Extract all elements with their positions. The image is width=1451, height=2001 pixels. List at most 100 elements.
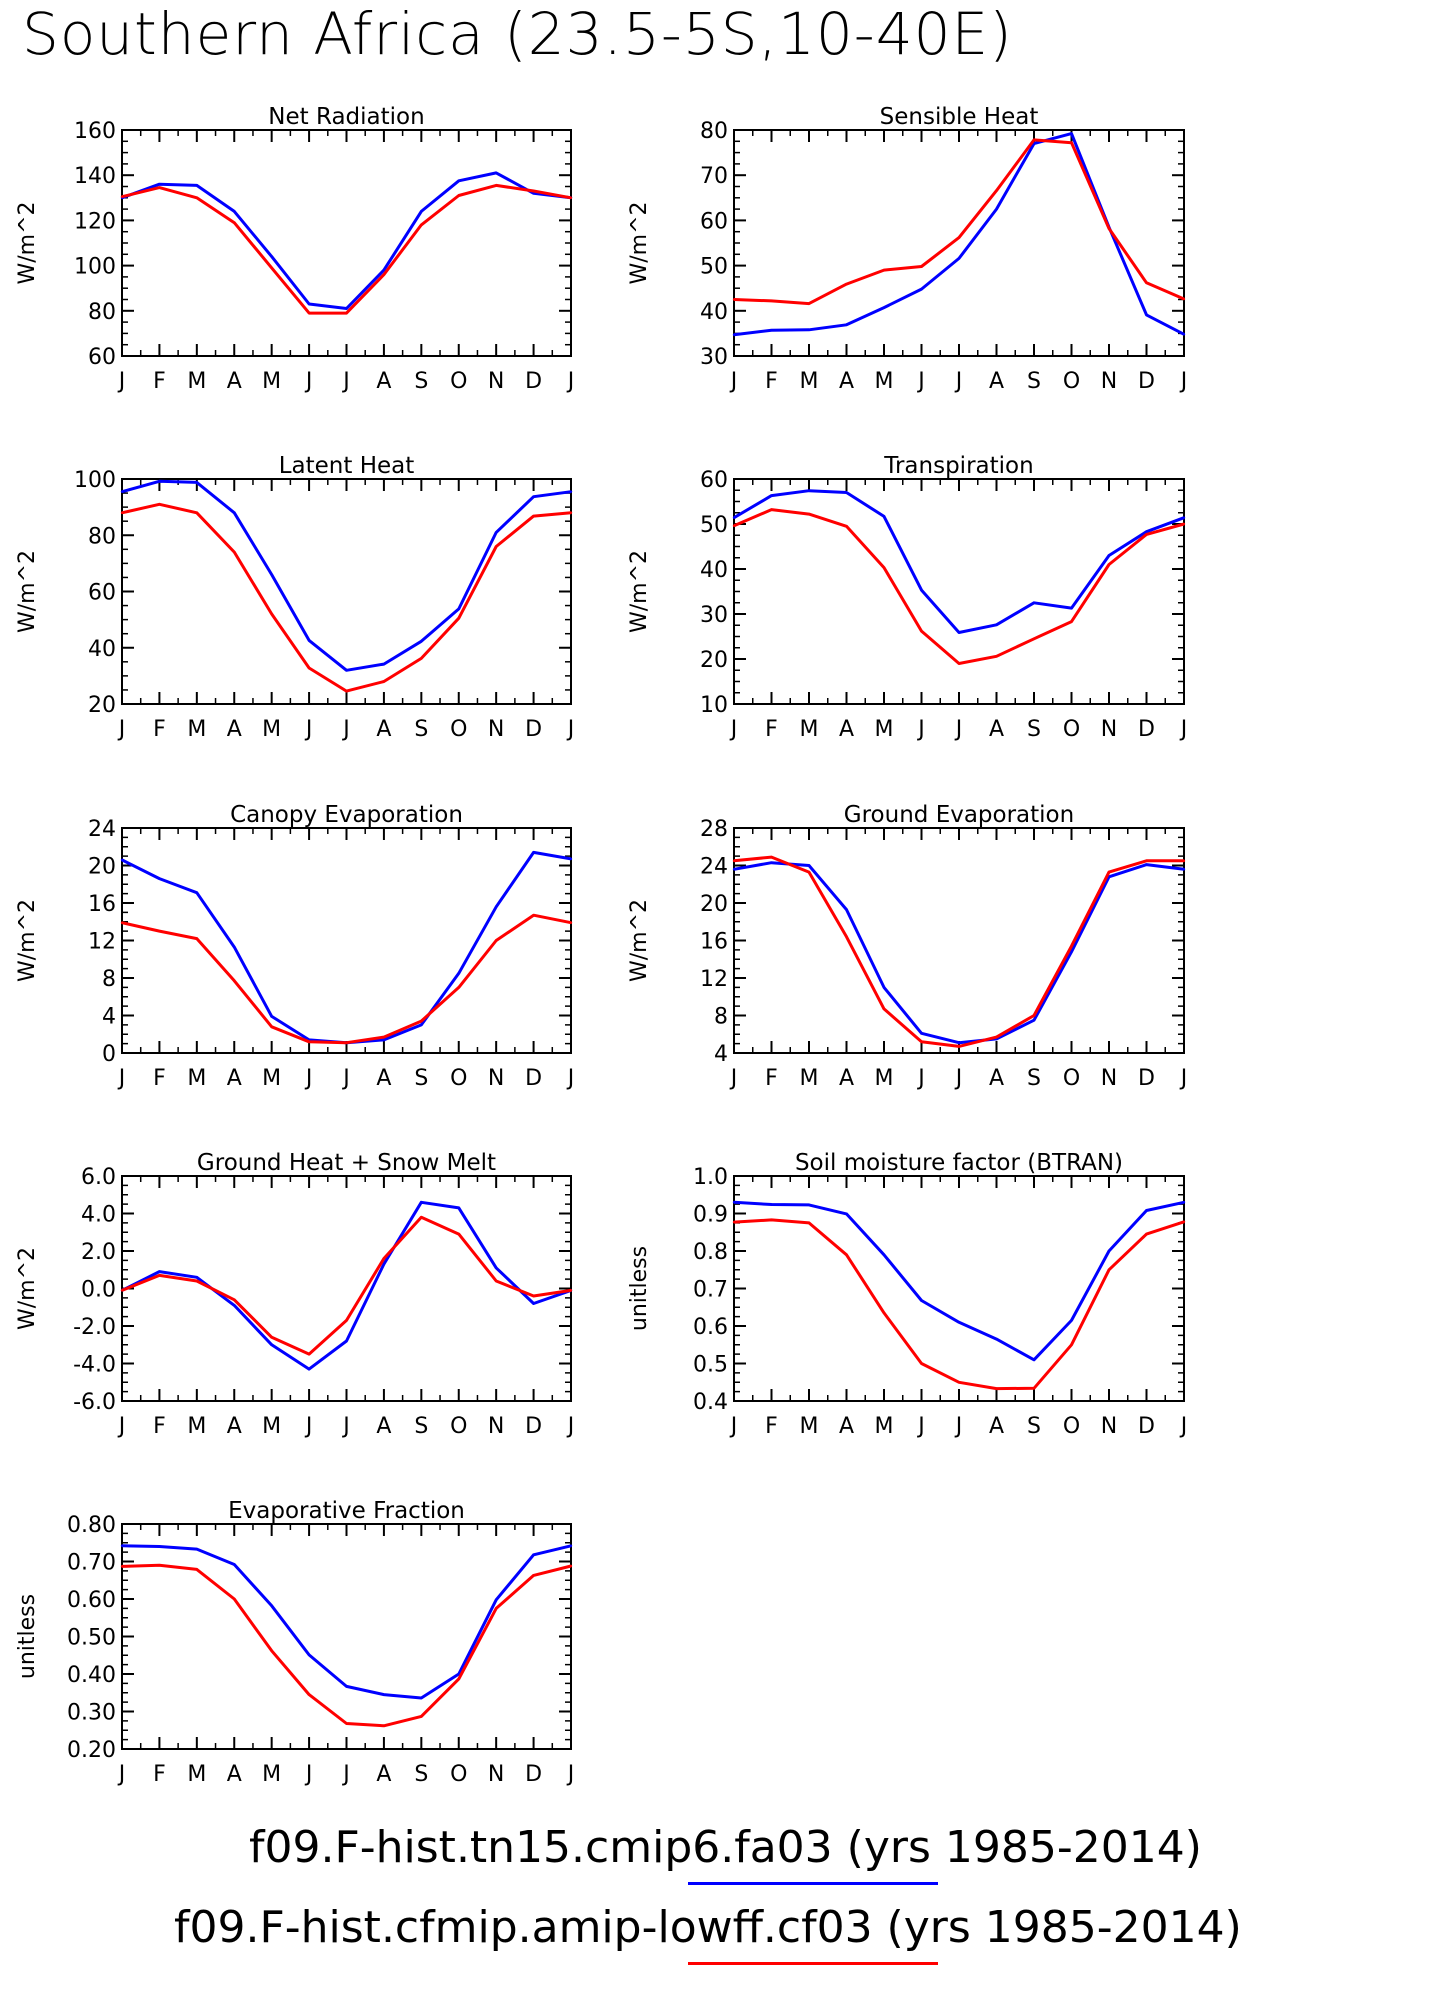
series-1-point (420, 1696, 423, 1700)
y-tick-label: 60 (88, 345, 116, 370)
x-tick-label: J (341, 1762, 350, 1787)
x-tick-label: J (566, 369, 575, 394)
x-tick-label: D (525, 717, 542, 742)
y-tick-label: 0.30 (67, 1701, 116, 1726)
series-1-point (957, 1041, 961, 1044)
series-2-point (532, 913, 535, 917)
series-1-point (532, 192, 535, 195)
x-tick-label: M (800, 717, 819, 742)
series-1-point (307, 639, 311, 642)
x-tick-label: N (488, 1414, 504, 1439)
series-2-point (732, 1220, 736, 1224)
series-line-2 (121, 183, 572, 315)
x-tick-label: J (341, 717, 350, 742)
series-1-point (233, 945, 236, 949)
x-tick-label: N (488, 1066, 504, 1091)
x-tick-label: F (153, 1414, 166, 1439)
series-1-point (807, 1203, 811, 1207)
series-2-point (1070, 141, 1073, 144)
panel-title: Canopy Evaporation (230, 802, 463, 828)
series-2-point (307, 1352, 311, 1356)
series-2-point (457, 617, 460, 620)
series-1-point (1145, 863, 1148, 866)
series-1-point (1182, 1201, 1186, 1204)
y-tick-label: 24 (700, 855, 728, 880)
x-tick-label: D (1138, 717, 1155, 742)
series-1-point (1032, 601, 1036, 604)
legend-label-2: f09.F-hist.cfmip.amip-lowff.cf03 (yrs 19… (174, 1902, 1242, 1953)
series-1-point (569, 490, 573, 493)
series-1-point (120, 858, 124, 862)
x-tick-label: F (765, 369, 778, 394)
y-tick-label: 80 (88, 300, 116, 325)
series-1-point (845, 908, 848, 911)
series-1-point (270, 1343, 273, 1346)
series-1-point (195, 481, 199, 484)
series-2-point (770, 1218, 773, 1222)
y-tick-label: 60 (700, 468, 728, 493)
y-axis-label: W/m^2 (627, 550, 652, 633)
series-2-point (532, 1294, 535, 1298)
y-axis-label: W/m^2 (15, 1247, 40, 1330)
x-tick-label: J (729, 717, 738, 742)
x-tick-label: J (304, 369, 313, 394)
series-2-point (494, 184, 498, 187)
y-tick-label: 40 (88, 637, 116, 662)
x-tick-label: J (117, 1066, 126, 1091)
x-tick-label: J (1179, 369, 1188, 394)
series-1-point (770, 1203, 773, 1206)
x-tick-label: J (916, 717, 925, 742)
series-2-point (1032, 138, 1036, 142)
x-tick-label: A (227, 1066, 242, 1091)
series-2-point (807, 512, 811, 516)
x-tick-label: A (227, 1414, 242, 1439)
series-line-2 (733, 1218, 1185, 1391)
x-tick-label: A (989, 1414, 1004, 1439)
series-1-point (457, 179, 460, 183)
y-tick-label: 12 (700, 967, 728, 992)
series-1-point (382, 1693, 386, 1696)
y-axis-label: unitless (627, 1246, 652, 1331)
x-tick-label: M (262, 717, 281, 742)
series-1-point (1070, 132, 1073, 135)
x-tick-label: M (875, 369, 894, 394)
series-1-point (1107, 1249, 1111, 1253)
series-1-point (995, 1337, 998, 1341)
x-tick-label: S (1027, 1414, 1041, 1439)
series-2-point (957, 662, 961, 665)
series-2-point (569, 196, 573, 199)
plot-frame (121, 827, 572, 1054)
series-2-point (807, 1221, 811, 1225)
x-tick-label: A (227, 1762, 242, 1787)
y-tick-label: 0.50 (67, 1626, 116, 1651)
series-2-point (1032, 637, 1036, 640)
y-tick-label: 20 (88, 693, 116, 718)
y-tick-label: 16 (88, 892, 116, 917)
x-tick-label: A (989, 369, 1004, 394)
series-2-point (770, 508, 773, 511)
series-2-point (845, 282, 848, 286)
series-1-point (158, 1545, 161, 1548)
y-tick-label: -2.0 (73, 1315, 116, 1340)
y-axis-label: W/m^2 (627, 899, 652, 982)
series-1-point (345, 307, 348, 310)
series-2-point (307, 311, 311, 315)
series-2-point (1107, 563, 1111, 566)
y-tick-label: 0.8 (693, 1240, 728, 1265)
series-1-point (1182, 333, 1186, 336)
y-axis-label: unitless (15, 1594, 40, 1679)
series-2-point (120, 1289, 124, 1292)
series-2-point (569, 511, 573, 514)
y-tick-label: 40 (700, 558, 728, 583)
series-1-point (195, 1276, 199, 1279)
x-tick-label: A (839, 1066, 854, 1091)
series-1-point (532, 1302, 535, 1305)
x-tick-label: O (450, 369, 467, 394)
series-2-point (995, 1035, 998, 1039)
series-2-point (920, 1362, 923, 1365)
series-1-point (845, 323, 848, 327)
x-tick-label: D (525, 1066, 542, 1091)
series-2-point (420, 1715, 423, 1718)
x-tick-label: M (187, 717, 206, 742)
